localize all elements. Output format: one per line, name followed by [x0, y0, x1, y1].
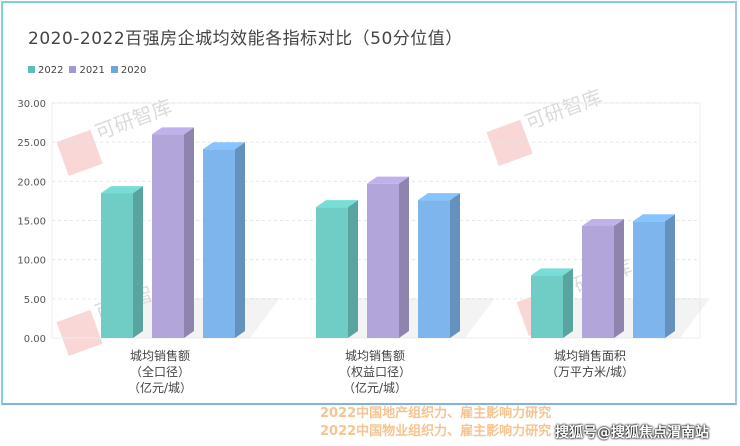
bar-2020-side	[665, 214, 675, 338]
bar-2022-side	[563, 268, 573, 338]
footer-line-2: 2022中国物业组织力、雇主影响力研究	[320, 424, 552, 439]
x-category-label: 城均销售面积	[554, 348, 626, 363]
bar-2022-front	[316, 207, 348, 338]
legend-item-2020: 2020	[110, 65, 146, 76]
source-label: 搜狐号@搜狐焦点渭南站	[555, 425, 709, 441]
legend: 2022 2021 2020	[28, 65, 146, 76]
bar-2021-side	[399, 176, 409, 338]
x-category-label: （亿元/城）	[128, 380, 192, 395]
bar-2020-top	[633, 214, 675, 222]
bar-2020-top	[418, 193, 460, 201]
y-tick-label: 5.00	[24, 295, 46, 306]
bar-2020-top	[203, 142, 245, 150]
bar-2020-side	[450, 193, 460, 338]
watermark-logo	[56, 309, 103, 356]
y-tick-label: 0.00	[24, 334, 46, 345]
bar-2021-front	[367, 183, 399, 338]
y-tick-label: 10.00	[17, 256, 46, 267]
bar-2022-top	[316, 200, 358, 208]
bar-2021-side	[184, 127, 194, 338]
bar-2022-top	[531, 268, 573, 276]
bar-2022-side	[348, 200, 358, 338]
bar-2021-side	[614, 218, 624, 338]
y-tick-label: 20.00	[17, 177, 46, 188]
legend-item-2022: 2022	[28, 65, 63, 76]
x-category-label: （万平方米/城）	[546, 364, 634, 379]
x-category-label: （亿元/城）	[343, 380, 407, 395]
x-category-label: 城均销售额	[130, 348, 190, 363]
bar-2020-front	[418, 200, 450, 338]
legend-item-2021: 2021	[69, 65, 105, 76]
x-category-label: 城均销售额	[345, 348, 405, 363]
bar-2022-top	[101, 186, 143, 194]
footer-line-1: 2022中国地产组织力、雇主影响力研究	[320, 406, 552, 421]
bar-2022-side	[133, 186, 143, 338]
bar-2021-top	[582, 218, 624, 226]
watermark-text: 可研智库	[522, 85, 605, 135]
footer-text: 2022中国地产组织力、雇主影响力研究 2022中国物业组织力、雇主影响力研究	[320, 405, 551, 441]
watermark-logo	[56, 129, 103, 176]
chart-title: 2020-2022百强房企城均效能各指标对比（50分位值）	[28, 29, 463, 49]
bar-2020-front	[633, 221, 665, 338]
y-tick-label: 15.00	[17, 217, 46, 228]
bar-2021-top	[152, 127, 194, 135]
bar-2022-front	[101, 193, 133, 338]
y-tick-label: 25.00	[17, 138, 46, 149]
x-category-label: （全口径）	[130, 364, 190, 379]
bar-2022-front	[531, 275, 563, 338]
bar-2021-front	[582, 225, 614, 338]
bar-2021-top	[367, 176, 409, 184]
watermark-logo	[486, 119, 533, 166]
y-tick-label: 30.00	[17, 99, 46, 110]
bar-2021-front	[152, 134, 184, 338]
x-category-label: （权益口径）	[339, 365, 411, 379]
bar-2020-front	[203, 149, 235, 338]
bar-2020-side	[235, 142, 245, 338]
